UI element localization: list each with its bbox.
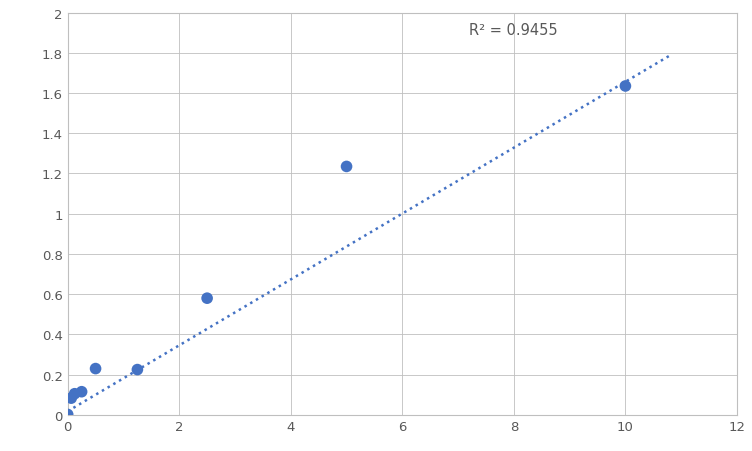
Text: R² = 0.9455: R² = 0.9455 <box>469 23 558 37</box>
Point <box>132 366 144 373</box>
Point <box>341 163 353 170</box>
Point <box>201 295 213 302</box>
Point <box>62 411 74 418</box>
Point <box>620 83 632 90</box>
Point <box>68 390 80 397</box>
Point <box>89 365 102 373</box>
Point <box>76 388 88 396</box>
Point <box>65 395 77 402</box>
